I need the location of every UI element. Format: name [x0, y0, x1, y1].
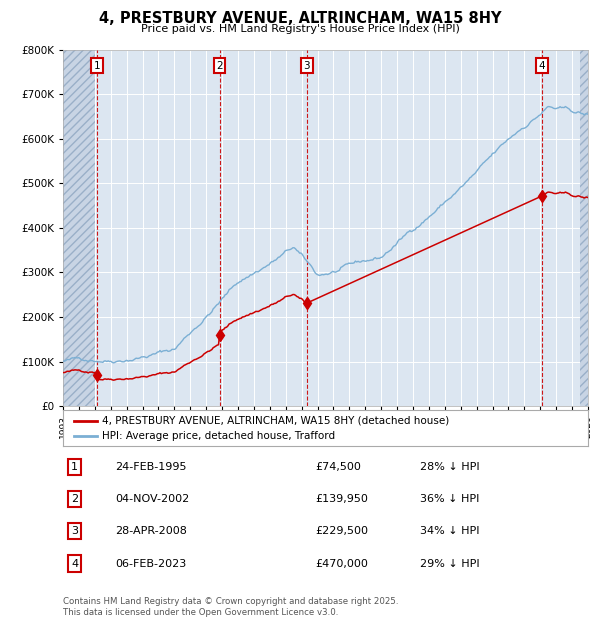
Text: 1: 1 — [71, 462, 78, 472]
Text: 29% ↓ HPI: 29% ↓ HPI — [420, 559, 479, 569]
Text: 4, PRESTBURY AVENUE, ALTRINCHAM, WA15 8HY (detached house): 4, PRESTBURY AVENUE, ALTRINCHAM, WA15 8H… — [103, 415, 449, 425]
Text: 2: 2 — [216, 61, 223, 71]
Text: 28-APR-2008: 28-APR-2008 — [115, 526, 187, 536]
Text: £470,000: £470,000 — [315, 559, 368, 569]
Text: 3: 3 — [71, 526, 78, 536]
Bar — [580, 50, 588, 406]
Text: 4: 4 — [71, 559, 78, 569]
Text: £229,500: £229,500 — [315, 526, 368, 536]
Text: 3: 3 — [304, 61, 310, 71]
Text: 24-FEB-1995: 24-FEB-1995 — [115, 462, 187, 472]
Text: Contains HM Land Registry data © Crown copyright and database right 2025.
This d: Contains HM Land Registry data © Crown c… — [63, 598, 398, 617]
Text: 4, PRESTBURY AVENUE, ALTRINCHAM, WA15 8HY: 4, PRESTBURY AVENUE, ALTRINCHAM, WA15 8H… — [99, 11, 501, 26]
Text: HPI: Average price, detached house, Trafford: HPI: Average price, detached house, Traf… — [103, 432, 335, 441]
Text: Price paid vs. HM Land Registry's House Price Index (HPI): Price paid vs. HM Land Registry's House … — [140, 24, 460, 33]
Text: 28% ↓ HPI: 28% ↓ HPI — [420, 462, 479, 472]
Text: 06-FEB-2023: 06-FEB-2023 — [115, 559, 187, 569]
Text: £74,500: £74,500 — [315, 462, 361, 472]
Text: £139,950: £139,950 — [315, 494, 368, 504]
Text: 34% ↓ HPI: 34% ↓ HPI — [420, 526, 479, 536]
Text: 36% ↓ HPI: 36% ↓ HPI — [420, 494, 479, 504]
Text: 2: 2 — [71, 494, 78, 504]
Text: 04-NOV-2002: 04-NOV-2002 — [115, 494, 190, 504]
Text: 1: 1 — [94, 61, 100, 71]
Text: 4: 4 — [539, 61, 545, 71]
Bar — [63, 50, 95, 406]
